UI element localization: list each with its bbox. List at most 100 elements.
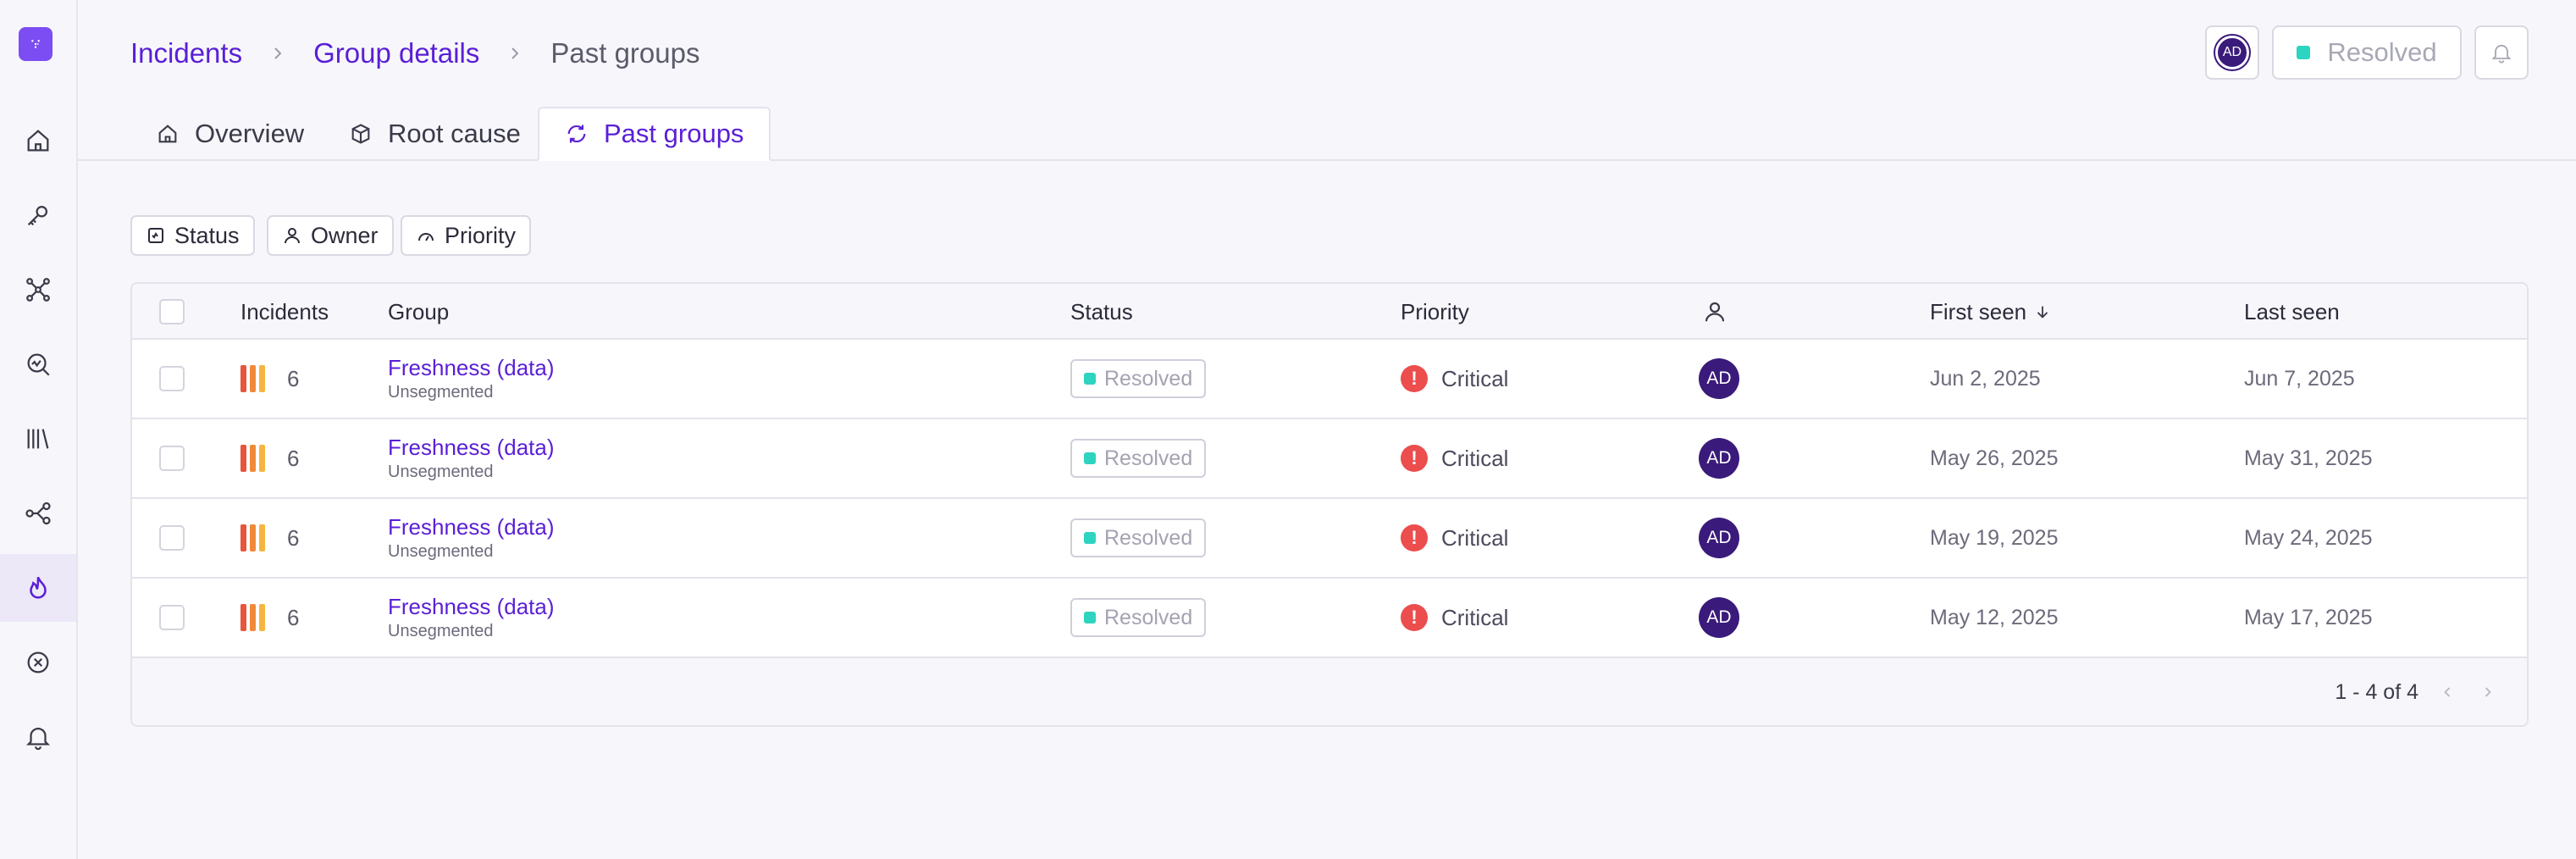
filter-owner[interactable]: Owner <box>267 215 394 256</box>
arrow-down-icon <box>2037 306 2048 319</box>
select-all-checkbox[interactable] <box>159 284 185 340</box>
status-badge[interactable]: Resolved <box>1070 439 1207 478</box>
status-badge[interactable]: Resolved <box>1070 359 1207 398</box>
filter-label: Status <box>174 222 240 248</box>
group-name-link[interactable]: Freshness (data) <box>388 355 555 380</box>
incident-severity-bars <box>240 604 265 631</box>
header-priority[interactable]: Priority <box>1401 298 1469 324</box>
avatar[interactable]: AD <box>1699 597 1739 638</box>
header-last-seen[interactable]: Last seen <box>2244 298 2340 324</box>
header-status[interactable]: Status <box>1070 298 1133 324</box>
home-icon <box>158 125 177 143</box>
group-cell: Freshness (data) Unsegmented <box>388 499 555 577</box>
alert-icon: ! <box>1401 445 1428 472</box>
header-owner[interactable] <box>1702 284 1727 340</box>
avatar[interactable]: AD <box>1699 438 1739 479</box>
header-group[interactable]: Group <box>388 298 450 324</box>
status-indicator <box>2297 46 2311 59</box>
owner-avatar-button[interactable]: AD <box>2205 25 2259 80</box>
chevron-right-icon <box>2485 687 2491 697</box>
last-seen-cell: Jun 7, 2025 <box>2244 366 2355 391</box>
next-page-button[interactable] <box>2474 679 2501 706</box>
alert-icon: ! <box>1401 365 1428 392</box>
user-icon <box>285 228 300 244</box>
prev-page-button[interactable] <box>2434 679 2461 706</box>
row-checkbox[interactable] <box>159 340 185 418</box>
incident-count: 6 <box>287 524 300 551</box>
bell-icon[interactable] <box>0 703 76 771</box>
status-cell: Resolved <box>1070 579 1207 657</box>
flame-icon[interactable] <box>0 554 76 622</box>
table-header: Incidents Group Status Priority First se… <box>132 284 2527 340</box>
breadcrumb-group-details[interactable]: Group details <box>313 37 480 69</box>
past-groups-table: Incidents Group Status Priority First se… <box>130 282 2529 727</box>
header-first-seen[interactable]: First seen <box>1930 284 2052 340</box>
incidents-cell: 6 <box>240 340 299 418</box>
group-segment: Unsegmented <box>388 542 494 561</box>
status-label: Resolved <box>1104 366 1193 391</box>
tab-root-cause[interactable]: Root cause <box>349 107 521 161</box>
table-footer: 1 - 4 of 4 <box>132 658 2527 725</box>
table-row[interactable]: 6 Freshness (data) Unsegmented Resolved! Cri… <box>132 499 2527 579</box>
incident-count: 6 <box>287 365 300 391</box>
bell-icon <box>2491 44 2512 64</box>
row-checkbox[interactable] <box>159 419 185 497</box>
tab-overview[interactable]: Overview <box>156 107 304 161</box>
group-cell: Freshness (data) Unsegmented <box>388 579 555 657</box>
priority-label: Critical <box>1441 524 1509 551</box>
breadcrumb-incidents[interactable]: Incidents <box>130 37 243 69</box>
incident-severity-bars <box>240 445 265 472</box>
group-segment: Unsegmented <box>388 463 494 481</box>
status-label: Resolved <box>1104 525 1193 550</box>
header-incidents[interactable]: Incidents <box>240 298 329 324</box>
refresh-icon <box>567 125 586 143</box>
incidents-cell: 6 <box>240 499 299 577</box>
row-checkbox[interactable] <box>159 579 185 657</box>
status-cell: Resolved <box>1070 499 1207 577</box>
status-badge[interactable]: Resolved <box>1070 598 1207 637</box>
incidents-cell: 6 <box>240 419 299 497</box>
monitor-search-icon[interactable] <box>0 330 76 398</box>
group-segment: Unsegmented <box>388 383 494 402</box>
status-label: Resolved <box>1104 605 1193 629</box>
sidebar <box>0 0 78 859</box>
share-icon[interactable] <box>0 479 76 547</box>
status-badge[interactable]: Resolved <box>1070 518 1207 557</box>
avatar[interactable]: AD <box>1699 358 1739 399</box>
tab-past-groups[interactable]: Past groups <box>538 107 771 161</box>
status-cell: Resolved <box>1070 340 1207 418</box>
row-checkbox[interactable] <box>159 499 185 577</box>
notifications-button[interactable] <box>2474 25 2529 80</box>
owner-cell: AD <box>1699 499 1739 577</box>
home-icon[interactable] <box>0 107 76 175</box>
priority-label: Critical <box>1441 445 1509 471</box>
group-name-link[interactable]: Freshness (data) <box>388 435 555 460</box>
breadcrumb: Incidents Group details Past groups <box>130 32 699 75</box>
filter-priority[interactable]: Priority <box>401 215 532 256</box>
status-button-label: Resolved <box>2327 37 2437 67</box>
status-icon <box>148 228 163 243</box>
status-label: Resolved <box>1104 446 1193 470</box>
incidents-cell: 6 <box>240 579 299 657</box>
priority-cell: ! Critical <box>1401 340 1508 418</box>
app-logo[interactable] <box>19 27 53 61</box>
status-cell: Resolved <box>1070 419 1207 497</box>
group-name-link[interactable]: Freshness (data) <box>388 514 555 540</box>
user-icon <box>1705 302 1725 322</box>
table-row[interactable]: 6 Freshness (data) Unsegmented Resolved! Cri… <box>132 579 2527 658</box>
cube-icon <box>351 124 370 144</box>
library-icon[interactable] <box>0 405 76 473</box>
first-seen-cell: May 26, 2025 <box>1930 446 2059 470</box>
tab-label: Overview <box>195 119 305 148</box>
group-name-link[interactable]: Freshness (data) <box>388 594 555 619</box>
status-button[interactable]: Resolved <box>2272 25 2462 80</box>
network-icon[interactable] <box>0 256 76 324</box>
table-row[interactable]: 6 Freshness (data) Unsegmented Resolved! Cri… <box>132 419 2527 499</box>
key-icon[interactable] <box>0 181 76 249</box>
table-row[interactable]: 6 Freshness (data) Unsegmented Resolved ! Cri… <box>132 340 2527 419</box>
priority-cell: ! Critical <box>1401 419 1508 497</box>
incident-count: 6 <box>287 445 300 471</box>
avatar[interactable]: AD <box>1699 518 1739 558</box>
x-circle-icon[interactable] <box>0 629 76 696</box>
filter-status[interactable]: Status <box>130 215 255 256</box>
